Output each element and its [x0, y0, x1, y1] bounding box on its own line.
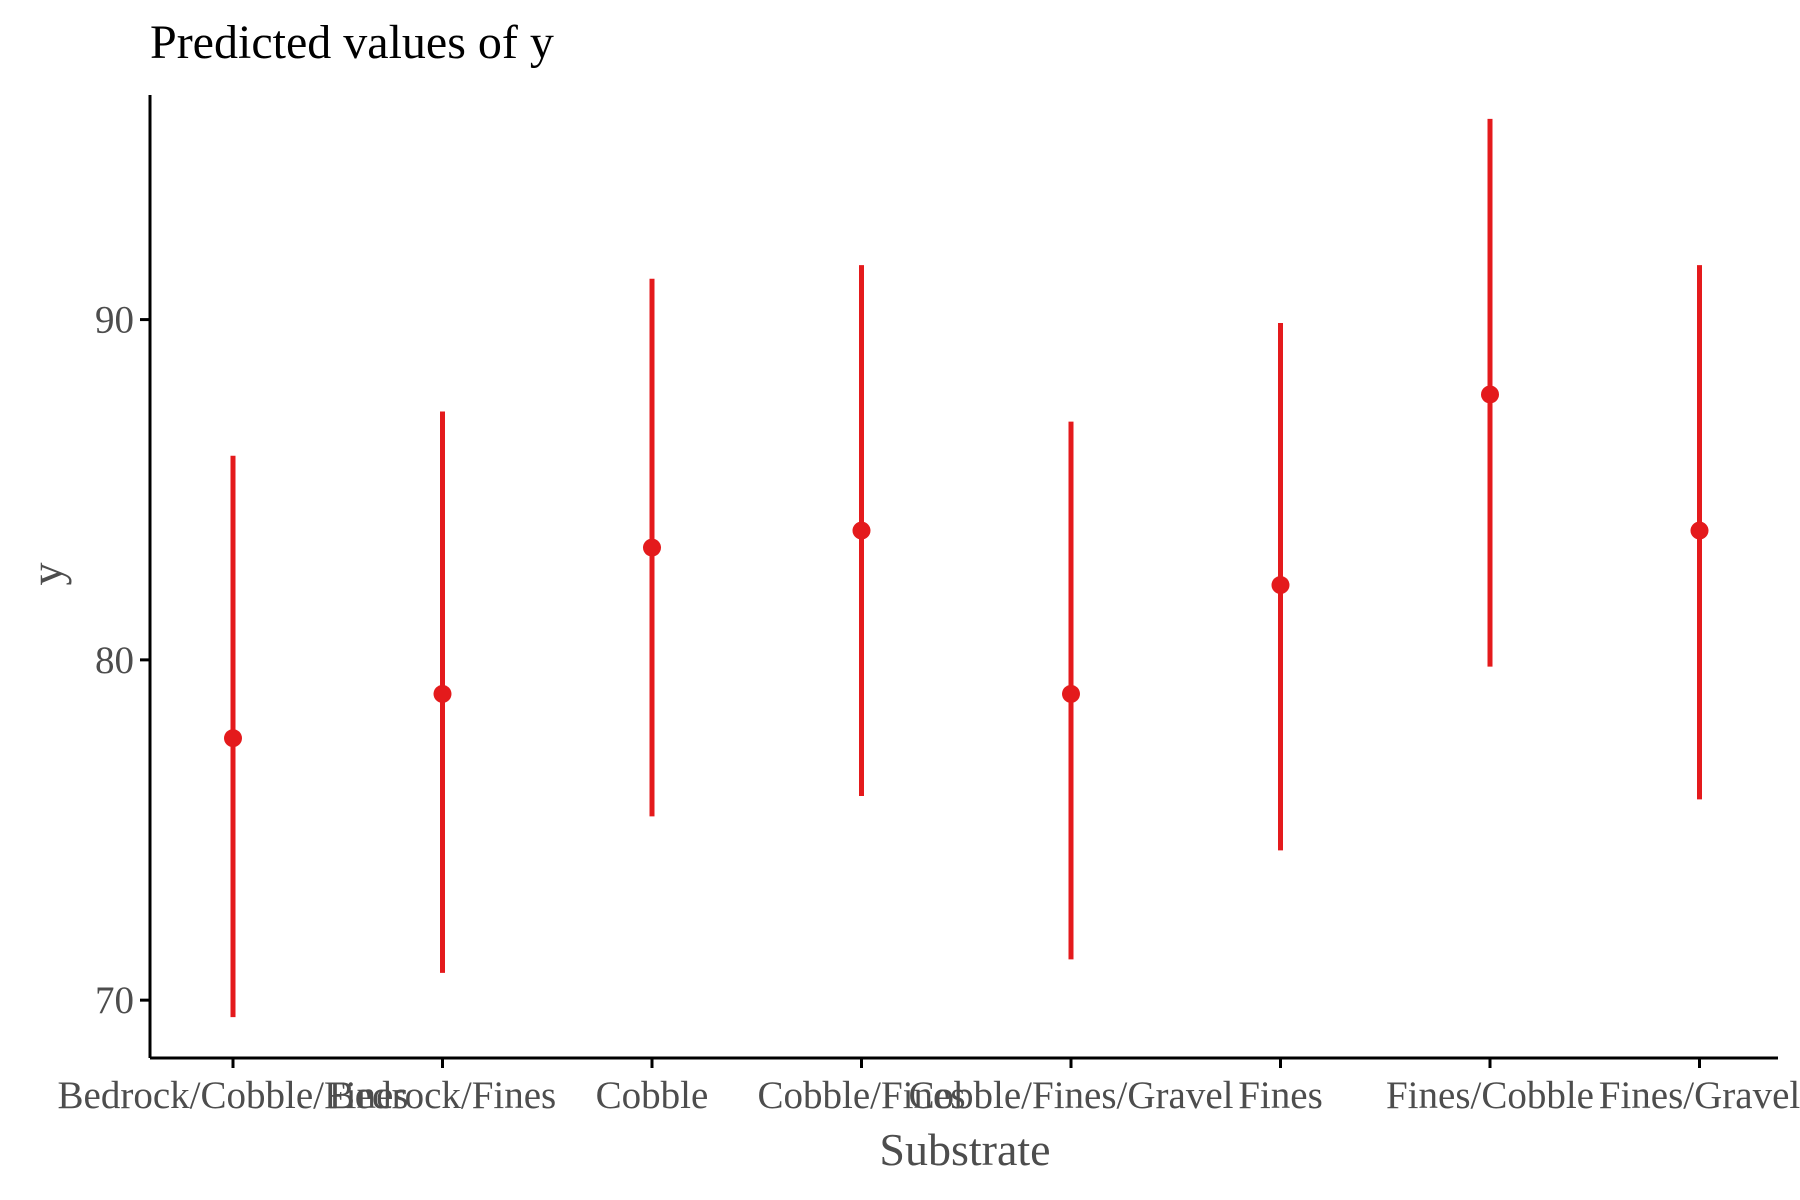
data-point	[1271, 576, 1290, 595]
y-axis-ticks: 70 80 90	[95, 299, 150, 1022]
x-tick-label: Cobble/Fines/Gravel	[909, 1074, 1234, 1117]
data-point	[852, 521, 871, 540]
x-tick-label: Bedrock/Cobble/Fines	[58, 1074, 409, 1117]
data-point	[1690, 521, 1709, 540]
data-marks	[224, 118, 1709, 1018]
y-axis-title: y	[21, 563, 72, 586]
x-tick-label: Cobble	[596, 1074, 709, 1117]
data-point	[433, 684, 452, 703]
chart-title: Predicted values of y	[150, 16, 554, 69]
y-tick-label: 80	[95, 639, 134, 682]
x-tick-label: Fines/Gravel	[1599, 1074, 1800, 1117]
y-tick-label: 90	[95, 299, 134, 342]
x-tick-label: Fines	[1238, 1074, 1323, 1117]
data-point	[224, 729, 242, 748]
x-axis-title: Substrate	[879, 1124, 1050, 1175]
x-tick-label: Fines/Cobble	[1386, 1074, 1594, 1117]
x-tick-label: Bedrock/Fines	[329, 1074, 556, 1117]
data-point	[1481, 385, 1499, 404]
data-point	[643, 538, 661, 557]
data-point	[1062, 684, 1080, 703]
x-tick-label: Cobble/Fines	[757, 1074, 965, 1117]
y-tick-label: 70	[95, 979, 134, 1022]
